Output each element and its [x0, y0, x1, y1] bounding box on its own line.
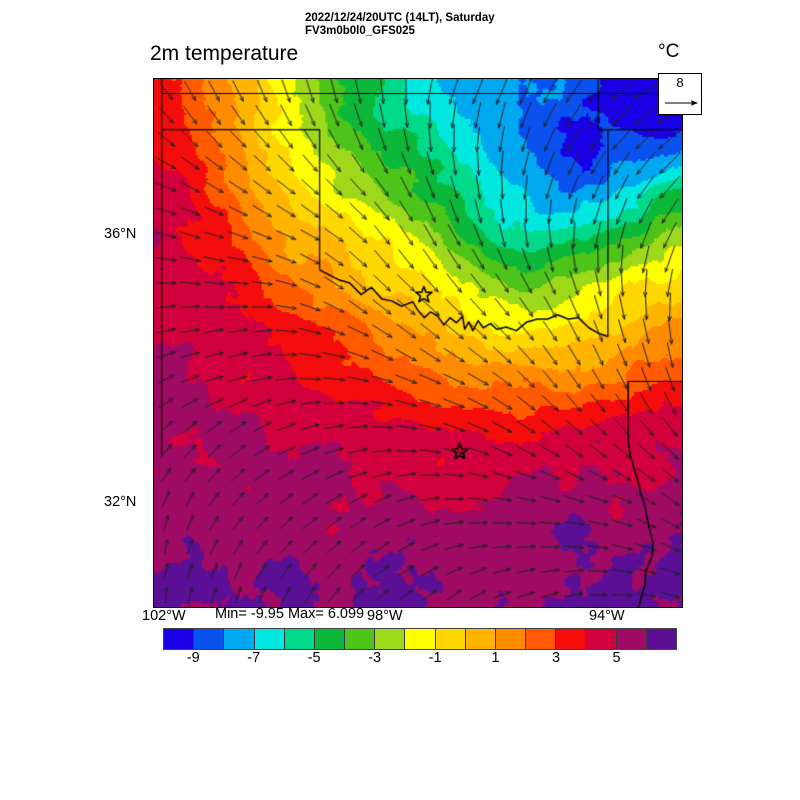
colorbar-swatch	[556, 629, 587, 649]
lon-label-98w: 98°W	[367, 608, 403, 624]
colorbar-swatch	[254, 629, 285, 649]
model-title: FV3m0b0l0_GFS025	[305, 25, 415, 37]
wind-key-value: 8	[676, 75, 684, 90]
colorbar-tick-label: 5	[612, 650, 621, 666]
colorbar-swatch	[375, 629, 406, 649]
colorbar-tick-label: -3	[368, 650, 382, 666]
colorbar-swatch	[435, 629, 466, 649]
page-title: 2m temperature	[150, 42, 299, 65]
minmax-stats: Min= -9.95 Max= 6.099	[215, 606, 365, 622]
lat-label-32n: 32°N	[104, 494, 137, 510]
colorbar-tick-label: -7	[247, 650, 261, 666]
colorbar-swatch	[616, 629, 647, 649]
colorbar[interactable]	[163, 628, 677, 650]
colorbar-swatch	[164, 629, 195, 649]
colorbar-swatch	[405, 629, 436, 649]
colorbar-swatch	[314, 629, 346, 649]
temperature-raster	[154, 79, 682, 607]
wind-reference-key: 8	[658, 73, 702, 115]
title-block: 2022/12/24/20UTC (14LT), Saturday FV3m0b…	[305, 12, 705, 38]
colorbar-ticks: -9 -7 -5 -3 -1 1 3 5	[163, 650, 677, 670]
colorbar-tick-label: -5	[307, 650, 321, 666]
colorbar-swatch	[194, 629, 225, 649]
lon-label-102w: 102°W	[142, 608, 186, 624]
datetime-title: 2022/12/24/20UTC (14LT), Saturday	[305, 12, 495, 24]
colorbar-swatch	[284, 629, 315, 649]
colorbar-tick-label: -9	[186, 650, 200, 666]
colorbar-swatch	[646, 629, 676, 649]
units-label: °C	[658, 41, 680, 62]
colorbar-swatches	[163, 628, 677, 650]
colorbar-swatch	[465, 629, 496, 649]
temperature-map[interactable]	[153, 78, 683, 608]
colorbar-swatch	[526, 629, 557, 649]
colorbar-swatch	[495, 629, 527, 649]
colorbar-tick-label: 3	[552, 650, 561, 666]
colorbar-tick-label: -1	[428, 650, 442, 666]
lon-label-94w: 94°W	[589, 608, 625, 624]
colorbar-swatch	[224, 629, 255, 649]
colorbar-swatch	[586, 629, 617, 649]
lat-label-36n: 36°N	[104, 226, 137, 242]
colorbar-tick-label: 1	[491, 650, 500, 666]
colorbar-swatch	[345, 629, 376, 649]
wind-arrow-icon	[665, 100, 698, 106]
